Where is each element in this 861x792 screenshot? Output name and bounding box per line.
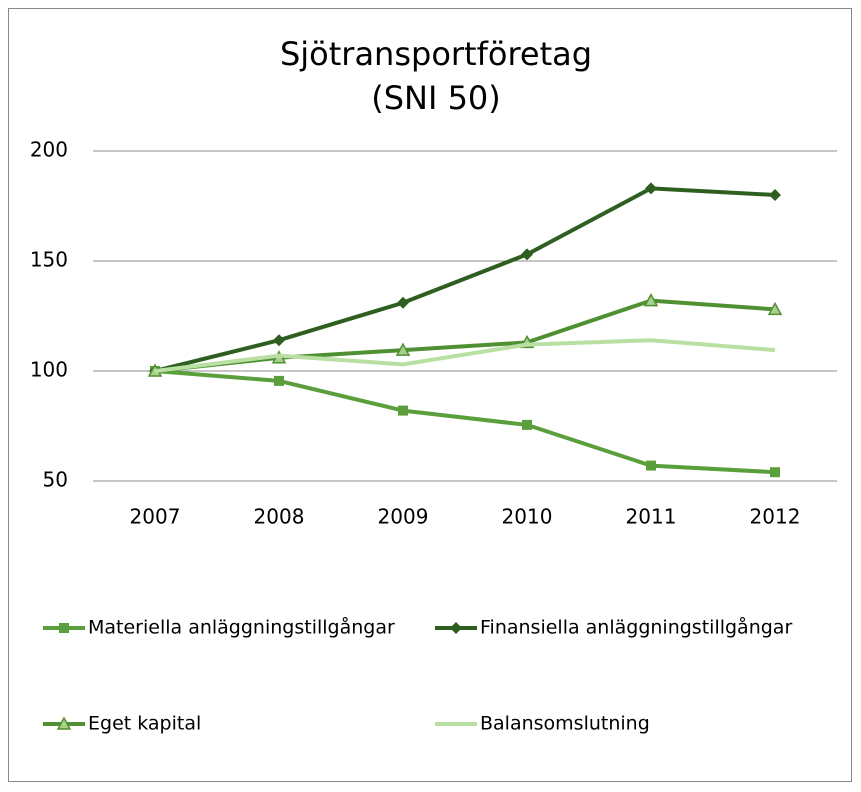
series-line [154,338,776,373]
y-tick-label: 200 [30,138,68,162]
marker [273,334,285,347]
y-tick-label: 100 [30,358,68,382]
x-tick-label: 2011 [626,505,677,529]
chart-border [8,8,852,782]
chart-subtitle: (SNI 50) [371,79,501,117]
marker [395,342,411,356]
marker [397,296,409,309]
y-tick-label: 150 [30,248,68,272]
chart-title: Sjötransportföretag [280,35,592,73]
x-tick-label: 2009 [378,505,429,529]
marker [56,716,72,730]
marker [646,460,656,471]
y-tick-label: 50 [43,468,68,492]
marker [643,293,659,307]
marker [522,419,532,430]
marker [398,405,408,416]
marker [521,248,533,261]
x-tick-label: 2010 [502,505,553,529]
marker [450,622,462,634]
series-line [154,186,776,373]
legend-label: Balansomslutning [480,713,650,735]
x-tick-label: 2008 [254,505,305,529]
legend-label: Eget kapital [88,713,201,735]
series-line [154,369,776,475]
x-tick-label: 2007 [130,505,181,529]
marker [645,182,657,195]
legend-label: Materiella anläggningstillgångar [88,616,395,639]
marker [767,301,783,316]
x-tick-label: 2012 [750,505,801,529]
marker [274,375,284,386]
marker [769,189,781,201]
legend-label: Finansiella anläggningstillgångar [480,616,792,639]
marker [59,623,69,633]
marker [770,467,780,478]
